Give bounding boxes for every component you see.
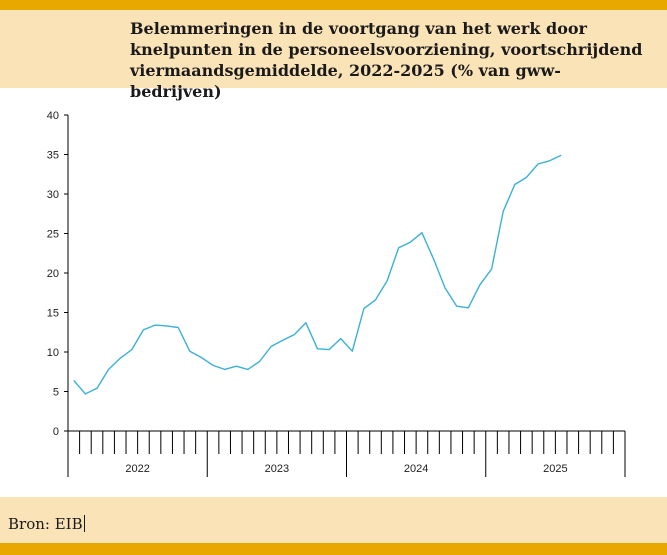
year-label: 2025 [543, 463, 567, 475]
source-note: Bron: EIB [8, 515, 85, 533]
y-tick-label: 40 [47, 110, 59, 122]
chart-title: Belemmeringen in de voortgang van het we… [130, 19, 643, 101]
y-tick-label: 0 [53, 426, 59, 438]
y-tick-label: 20 [47, 268, 59, 280]
top-accent-bar [0, 0, 667, 10]
year-label: 2023 [265, 463, 289, 475]
y-tick-label: 30 [47, 189, 59, 201]
year-label: 2022 [125, 463, 149, 475]
y-tick-label: 25 [47, 229, 59, 241]
title-band: Belemmeringen in de voortgang van het we… [0, 10, 667, 101]
bottom-accent-bar [0, 543, 667, 555]
source-band: Bron: EIB [0, 497, 667, 543]
y-tick-label: 5 [53, 387, 59, 399]
y-tick-label: 35 [47, 150, 59, 162]
y-axis: 0 5 10 15 20 25 30 35 40 [47, 110, 69, 438]
series-line [73, 154, 562, 395]
text-cursor [83, 515, 85, 532]
y-tick-label: 15 [47, 308, 59, 320]
series-group [73, 154, 562, 395]
x-axis: 2022 2023 2024 2025 [67, 430, 626, 477]
y-tick-label: 10 [47, 347, 59, 359]
year-label: 2024 [404, 463, 428, 475]
source-text: Bron: EIB [8, 515, 83, 533]
